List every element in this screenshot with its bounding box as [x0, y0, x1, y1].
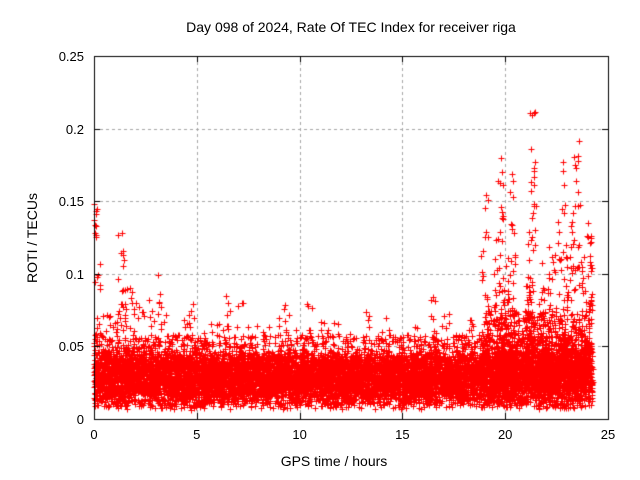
chart-title: Day 098 of 2024, Rate Of TEC Index for r…: [186, 19, 516, 35]
y-tick-label: 0.05: [58, 339, 84, 355]
y-tick-label: 0: [76, 412, 84, 427]
x-tick-label: 10: [292, 427, 307, 442]
x-tick-label: 15: [395, 427, 410, 442]
x-tick-label: 25: [600, 427, 616, 442]
x-tick-label: 20: [497, 427, 513, 442]
y-tick-label: 0.25: [58, 49, 84, 64]
x-axis-label: GPS time / hours: [280, 453, 388, 469]
y-tick-label: 0.15: [58, 194, 84, 210]
y-tick-label: 0.2: [65, 121, 84, 137]
x-tick-label: 0: [90, 427, 98, 442]
x-tick-label: 5: [193, 427, 201, 442]
y-tick-label: 0.1: [65, 266, 84, 282]
